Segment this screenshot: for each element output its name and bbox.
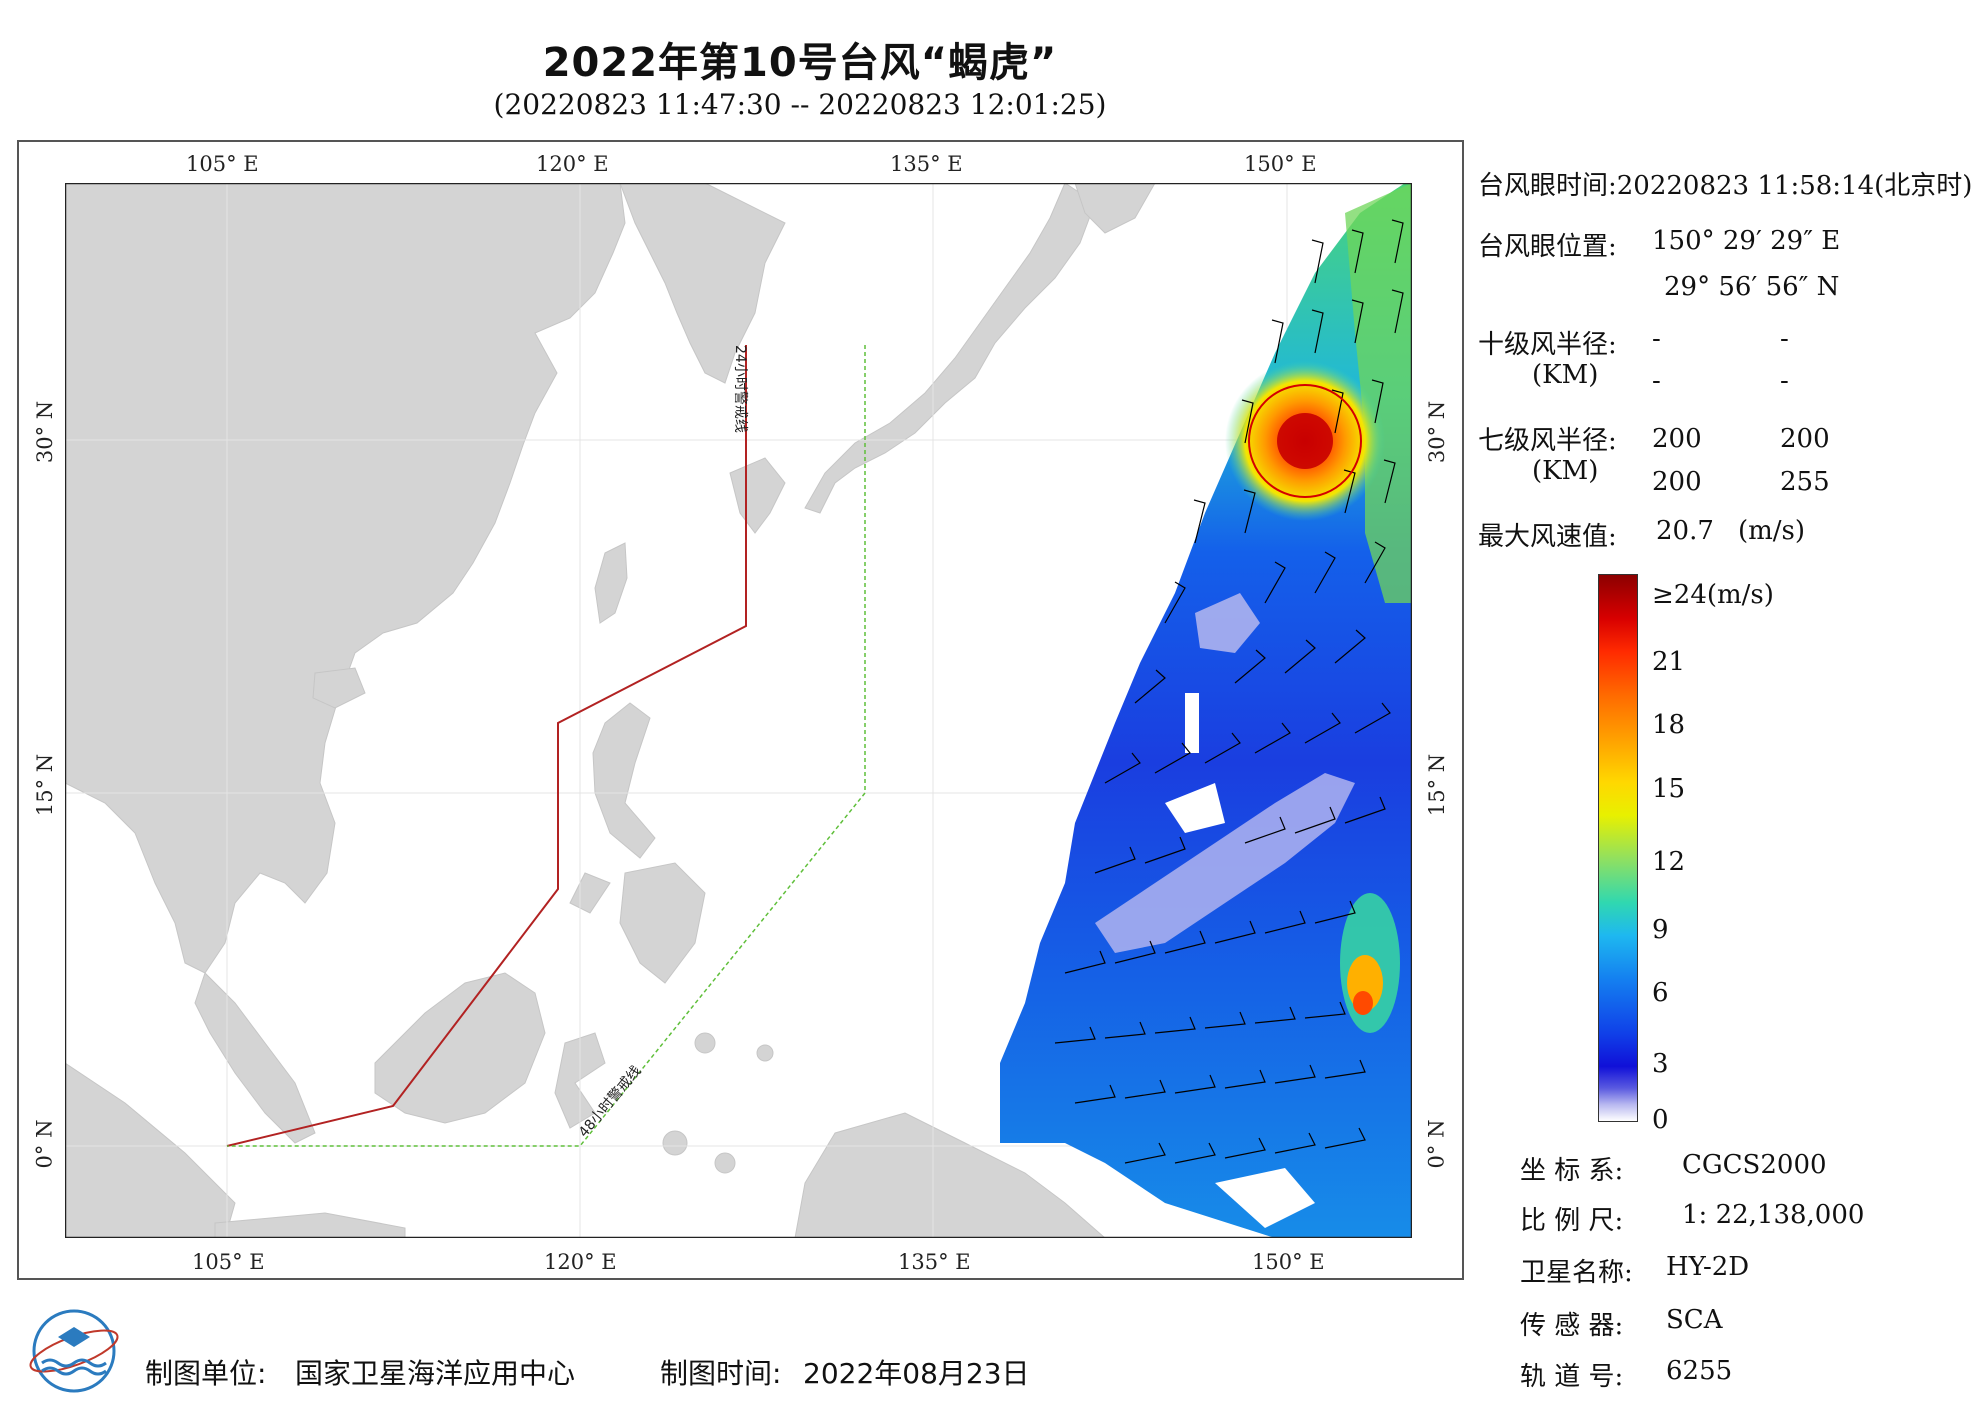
satellite-label: 卫星名称: (1520, 1258, 1633, 1288)
lon-tick-top-120: 120° E (536, 152, 609, 176)
r7-value-ne: 200 (1652, 424, 1702, 454)
max-wind-value: 20.7 (1656, 516, 1714, 546)
lat-tick-right-0: 0° N (1424, 1119, 1449, 1169)
r7-label: 七级风半径: (1478, 426, 1617, 456)
lat-tick-left-15: 15° N (33, 753, 58, 817)
land-masses (65, 183, 1156, 1238)
max-wind-unit: (m/s) (1738, 516, 1806, 546)
colorbar (1598, 574, 1638, 1122)
orbit-label: 轨 道 号: (1520, 1362, 1624, 1392)
orbit-value: 6255 (1666, 1356, 1733, 1386)
lon-tick-bottom-105: 105° E (192, 1250, 265, 1274)
warning-line-24h (226, 345, 747, 1147)
warning-label-24h: 24小时警戒线 (732, 345, 748, 433)
colorbar-label-3: 3 (1652, 1049, 1669, 1079)
lon-tick-bottom-120: 120° E (544, 1250, 617, 1274)
wind-swath (1000, 183, 1412, 1238)
coord-label: 坐 标 系: (1520, 1156, 1624, 1186)
eye-time-row: 台风眼时间:20220823 11:58:14(北京时) (1478, 165, 1972, 202)
eye-lon-value: 150° 29′ 29″ E (1652, 226, 1841, 256)
warning-line-48h (227, 345, 866, 1147)
footer-org-value: 国家卫星海洋应用中心 (295, 1357, 576, 1390)
map-canvas: 24小时警戒线 48小时警戒线 (65, 183, 1412, 1238)
colorbar-label-12: 12 (1652, 847, 1686, 877)
sensor-label: 传 感 器: (1520, 1311, 1624, 1341)
eye-time-label: 台风眼时间: (1478, 171, 1617, 201)
nsoas-logo-icon (29, 1309, 119, 1393)
colorbar-label-9: 9 (1652, 915, 1669, 945)
map-title: 2022年第10号台风“蝎虎” (542, 40, 1058, 86)
scale-label: 比 例 尺: (1520, 1206, 1624, 1236)
lon-tick-bottom-150: 150° E (1252, 1250, 1325, 1274)
max-wind-label: 最大风速值: (1478, 522, 1617, 552)
r10-value-se: - (1780, 324, 1789, 354)
lon-tick-top-105: 105° E (186, 152, 259, 176)
eye-time-value: 20220823 11:58:14(北京时) (1616, 171, 1973, 201)
sensor-value: SCA (1666, 1305, 1723, 1335)
footer-date-value: 2022年08月23日 (803, 1357, 1030, 1390)
lon-tick-bottom-135: 135° E (898, 1250, 971, 1274)
coord-value: CGCS2000 (1682, 1150, 1827, 1180)
lon-tick-top-150: 150° E (1244, 152, 1317, 176)
colorbar-label-6: 6 (1652, 978, 1669, 1008)
lat-tick-left-0: 0° N (32, 1119, 57, 1169)
satellite-value: HY-2D (1666, 1252, 1750, 1282)
typhoon-wind-circle (1248, 384, 1362, 498)
wind-barbs (1054, 219, 1404, 1164)
r10-value-ne: - (1652, 324, 1661, 354)
colorbar-label-21: 21 (1652, 647, 1686, 677)
r7-unit: (KM) (1532, 456, 1599, 486)
map-subtitle: (20220823 11:47:30 -- 20220823 12:01:25) (493, 88, 1107, 121)
r7-value-sw: 200 (1652, 467, 1702, 497)
colorbar-label-0: 0 (1652, 1105, 1669, 1135)
eye-lat-value: 29° 56′ 56″ N (1664, 272, 1840, 302)
scale-value: 1: 22,138,000 (1682, 1200, 1865, 1230)
lon-tick-top-135: 135° E (890, 152, 963, 176)
r7-value-nw: 255 (1780, 467, 1830, 497)
colorbar-label-18: 18 (1652, 710, 1686, 740)
footer-org-label: 制图单位: (145, 1357, 267, 1390)
footer-date-label: 制图时间: (660, 1357, 782, 1390)
r10-value-nw: - (1780, 366, 1789, 396)
lat-tick-left-30: 30° N (33, 400, 58, 464)
colorbar-label-max: ≥24(m/s) (1652, 580, 1774, 610)
lat-tick-right-15: 15° N (1425, 753, 1450, 817)
r10-value-sw: - (1652, 366, 1661, 396)
r10-unit: (KM) (1532, 360, 1599, 390)
eye-pos-label: 台风眼位置: (1478, 232, 1617, 262)
r7-value-se: 200 (1780, 424, 1830, 454)
colorbar-label-15: 15 (1652, 774, 1686, 804)
r10-label: 十级风半径: (1478, 330, 1617, 360)
lat-tick-right-30: 30° N (1425, 400, 1450, 464)
